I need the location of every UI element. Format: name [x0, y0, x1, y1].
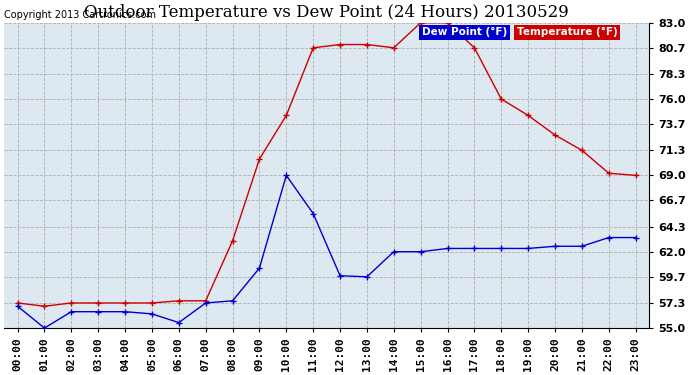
Text: Dew Point (°F): Dew Point (°F) [422, 27, 507, 38]
Text: Copyright 2013 Cartronics.com: Copyright 2013 Cartronics.com [4, 10, 156, 20]
Text: Temperature (°F): Temperature (°F) [517, 27, 618, 38]
Title: Outdoor Temperature vs Dew Point (24 Hours) 20130529: Outdoor Temperature vs Dew Point (24 Hou… [84, 4, 569, 21]
